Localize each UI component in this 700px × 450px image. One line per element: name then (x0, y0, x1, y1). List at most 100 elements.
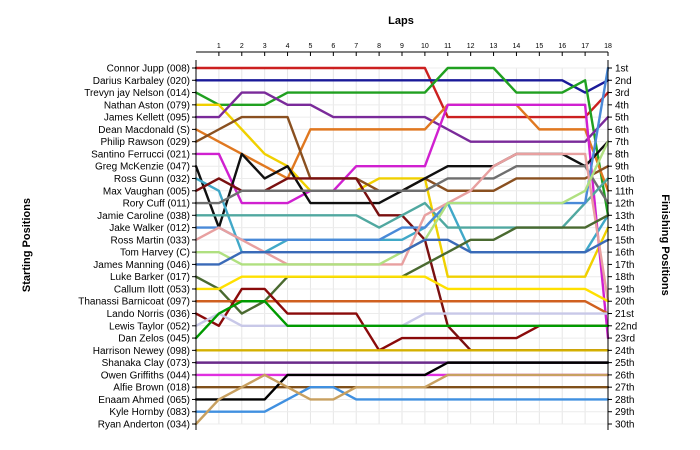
x-tick-label: 18 (604, 43, 612, 50)
x-tick-label: 5 (308, 43, 312, 50)
finishing-label: 1st (615, 64, 629, 75)
finishing-label: 24th (615, 346, 634, 357)
x-tick-label: 1 (217, 43, 221, 50)
starting-label: Thanassi Barnicoat (097) (78, 297, 190, 308)
finishing-label: 12th (615, 199, 634, 210)
series-line-1 (194, 66, 610, 119)
finishing-label: 6th (615, 125, 629, 136)
finishing-position-labels: 1st2nd3rd4th5th6th7th8th9th10th11th12th1… (615, 64, 637, 431)
x-tick-labels: 1 2 3 4 5 6 7 8 9 10 11 12 13 14 15 16 17 18 (217, 43, 612, 50)
finishing-label: 3rd (615, 88, 629, 99)
x-tick-label: 16 (558, 43, 566, 50)
finishing-label: 26th (615, 370, 634, 381)
starting-label: Dean Macdonald (S) (98, 125, 190, 136)
x-tick-label: 6 (331, 43, 335, 50)
finishing-label: 2nd (615, 76, 632, 87)
starting-label: Jake Walker (012) (109, 223, 190, 234)
x-tick-label: 9 (400, 43, 404, 50)
x-tick-label: 2 (240, 43, 244, 50)
series-line-17 (194, 238, 610, 266)
finishing-label: 18th (615, 272, 634, 283)
starting-label: Lewis Taylor (052) (109, 321, 190, 332)
x-tick-label: 17 (581, 43, 589, 50)
starting-label: Kyle Hornby (083) (109, 407, 190, 418)
finishing-label: 13th (615, 211, 634, 222)
starting-position-labels: Connor Jupp (008)Darius Karbaley (020)Tr… (78, 64, 190, 431)
finishing-label: 21st (615, 309, 634, 320)
series-line-8 (194, 103, 610, 340)
starting-label: James Manning (046) (93, 260, 190, 271)
series-line-28 (194, 361, 610, 401)
series-line-19 (194, 275, 610, 303)
starting-label: Harrison Newey (098) (93, 346, 190, 357)
starting-label: Shanaka Clay (073) (102, 358, 190, 369)
finishing-label: 25th (615, 358, 634, 369)
starting-label: Rory Cuff (011) (123, 199, 190, 210)
series-line-5 (194, 91, 610, 143)
x-tick-label: 8 (377, 43, 381, 50)
finishing-label: 28th (615, 395, 634, 406)
finishing-label: 27th (615, 383, 634, 394)
starting-label: Ross Martin (033) (111, 235, 190, 246)
grid (195, 67, 609, 425)
finishing-label: 15th (615, 235, 634, 246)
series-line-23 (194, 300, 610, 340)
starting-label: Jamie Caroline (038) (97, 211, 190, 222)
starting-label: Alfie Brown (018) (113, 383, 190, 394)
starting-label: Max Vaughan (005) (103, 186, 190, 197)
starting-label: Philip Rawson (029) (101, 137, 191, 148)
finishing-label: 20th (615, 297, 634, 308)
finishing-label: 10th (615, 174, 634, 185)
x-tick-label: 12 (467, 43, 475, 50)
x-tick-label: 7 (354, 43, 358, 50)
starting-label: Ross Gunn (032) (114, 174, 190, 185)
finishing-label: 7th (615, 137, 629, 148)
x-tick-label: 11 (444, 43, 451, 50)
finishing-label: 11th (615, 186, 634, 197)
x-axis-title: Laps (388, 15, 414, 27)
x-tick-label: 10 (421, 43, 429, 50)
finishing-label: 17th (615, 260, 634, 271)
finishing-label: 5th (615, 113, 629, 124)
starting-label: James Kellett (095) (104, 113, 190, 124)
starting-label: Lando Norris (036) (107, 309, 190, 320)
left-axis-title: Starting Positions (21, 198, 33, 292)
finishing-label: 19th (615, 284, 634, 295)
finishing-label: 8th (615, 149, 629, 160)
series-line-29 (194, 385, 610, 413)
finishing-label: 4th (615, 100, 629, 111)
x-tick-label: 15 (535, 43, 543, 50)
x-tick-label: 14 (513, 43, 521, 50)
starting-label: Tom Harvey (C) (120, 248, 190, 259)
series-line-30 (194, 373, 610, 426)
starting-label: Callum Ilott (053) (114, 284, 190, 295)
starting-label: Dan Zelos (045) (118, 334, 190, 345)
x-tick-label: 13 (490, 43, 498, 50)
starting-label: Connor Jupp (008) (107, 64, 190, 75)
axes (192, 51, 612, 430)
x-tick-label: 4 (286, 43, 290, 50)
starting-label: Ryan Anderton (034) (98, 420, 190, 431)
starting-label: Greg McKenzie (047) (95, 162, 190, 173)
series-line-2 (194, 79, 610, 94)
finishing-label: 23rd (615, 334, 635, 345)
starting-label: Darius Karbaley (020) (93, 76, 190, 87)
x-tick-label: 3 (263, 43, 267, 50)
finishing-label: 16th (615, 248, 634, 259)
starting-label: Enaam Ahmed (065) (98, 395, 190, 406)
finishing-label: 30th (615, 420, 634, 431)
starting-label: Luke Barker (017) (110, 272, 190, 283)
starting-label: Santino Ferrucci (021) (91, 149, 190, 160)
series-line-3 (194, 66, 610, 217)
series-lines (194, 66, 610, 426)
series-line-12 (194, 165, 610, 205)
series-line-6 (194, 103, 610, 192)
finishing-label: 9th (615, 162, 629, 173)
right-axis-title: Finishing Positions (659, 194, 671, 295)
starting-label: Nathan Aston (079) (104, 100, 190, 111)
starting-label: Trevyn jay Nelson (014) (84, 88, 190, 99)
series-line-4 (194, 103, 610, 278)
finishing-label: 22nd (615, 321, 637, 332)
finishing-label: 29th (615, 407, 634, 418)
